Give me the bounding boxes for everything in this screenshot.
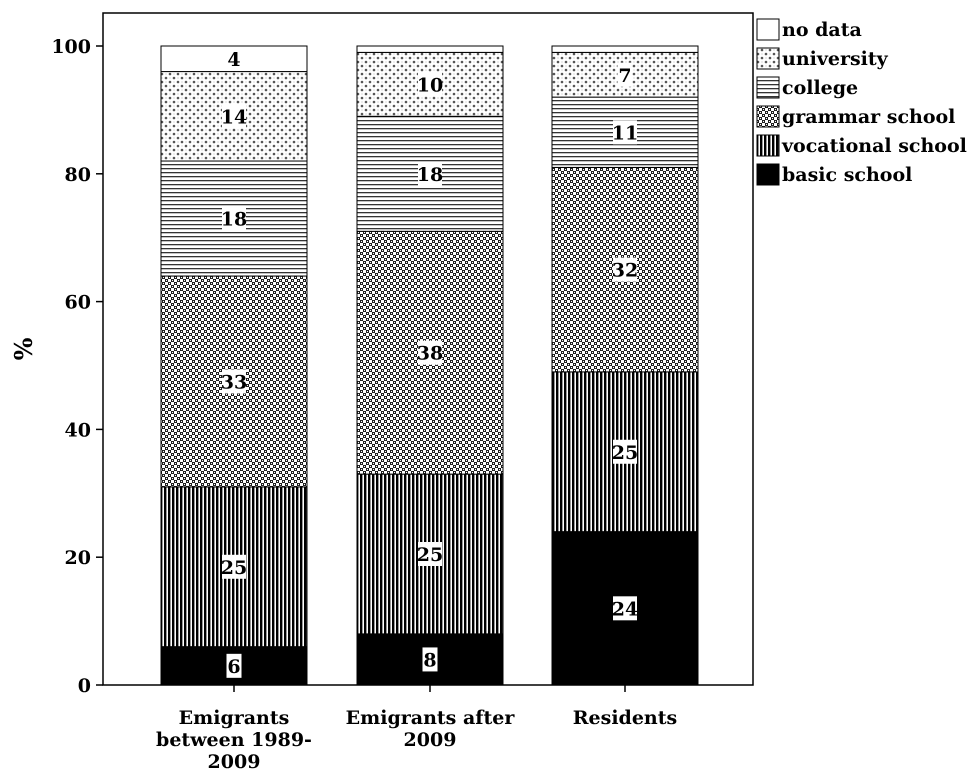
data-label: 25 (417, 544, 443, 566)
legend-label: basic school (782, 164, 912, 186)
data-label: 10 (417, 74, 443, 96)
data-label-box (222, 554, 246, 579)
data-label: 4 (227, 49, 240, 71)
data-label-box (418, 542, 442, 567)
y-axis: 0 20 40 60 80 100 (51, 36, 103, 697)
data-label-box (422, 647, 438, 672)
data-label: 7 (618, 65, 631, 87)
data-label-box (617, 62, 633, 87)
data-label: 8 (423, 649, 436, 671)
y-tick-label: 20 (65, 547, 91, 569)
y-axis-title: % (9, 337, 38, 360)
category-label-line: Emigrants (179, 707, 290, 729)
y-tick-label: 80 (65, 164, 91, 186)
data-label: 33 (221, 371, 247, 393)
category-label-line: between 1989- (156, 729, 312, 751)
category-label-line: Residents (573, 707, 677, 729)
bars: 6 25 33 18 14 4 8 25 38 18 10 24 25 32 11 7 (160, 45, 699, 686)
data-label-box (418, 72, 442, 97)
data-label: 25 (221, 557, 247, 579)
data-label-box (613, 439, 637, 464)
data-label-box (226, 653, 242, 678)
data-label: 18 (221, 209, 247, 231)
data-label-box (613, 596, 637, 621)
legend-label: vocational school (781, 135, 967, 157)
legend-label: college (782, 77, 858, 99)
legend-swatch (756, 163, 780, 186)
data-label-box (222, 104, 246, 129)
data-label: 38 (417, 343, 443, 365)
data-label-box (613, 257, 637, 282)
y-tick-label: 60 (65, 292, 91, 314)
y-tick-label: 100 (51, 36, 91, 58)
y-tick-label: 40 (65, 419, 91, 441)
legend-swatch (756, 105, 780, 128)
category-label: Emigrants between 1989-2009 (156, 707, 312, 773)
legend-swatch (756, 134, 780, 157)
data-label-box (222, 369, 246, 394)
category-label-line: 2009 (208, 751, 261, 773)
data-label: 14 (221, 106, 247, 128)
bar-segment (356, 45, 504, 53)
data-label: 24 (612, 598, 638, 620)
category-label: Emigrants after 2009 (346, 707, 516, 751)
legend-swatch (756, 18, 780, 41)
data-label-box (418, 161, 442, 186)
data-label: 6 (227, 656, 240, 678)
legend-swatch (756, 47, 780, 70)
bar-segment (551, 45, 699, 53)
y-tick-label: 0 (78, 675, 91, 697)
category-label-line: Emigrants after (346, 707, 516, 729)
data-label: 32 (612, 260, 638, 282)
data-label-box (613, 120, 637, 145)
legend-label: university (782, 48, 889, 70)
category-label: Residents (573, 707, 677, 729)
data-label-box (222, 206, 246, 231)
data-label-box (226, 46, 242, 71)
data-label: 25 (612, 442, 638, 464)
category-label-line: 2009 (404, 729, 457, 751)
data-label: 11 (612, 122, 638, 144)
legend-swatch (756, 76, 780, 99)
legend: no data university college grammar school vo… (756, 18, 967, 186)
data-label-box (418, 340, 442, 365)
legend-label: grammar school (782, 106, 955, 128)
data-label: 18 (417, 164, 443, 186)
legend-label: no data (782, 19, 862, 41)
